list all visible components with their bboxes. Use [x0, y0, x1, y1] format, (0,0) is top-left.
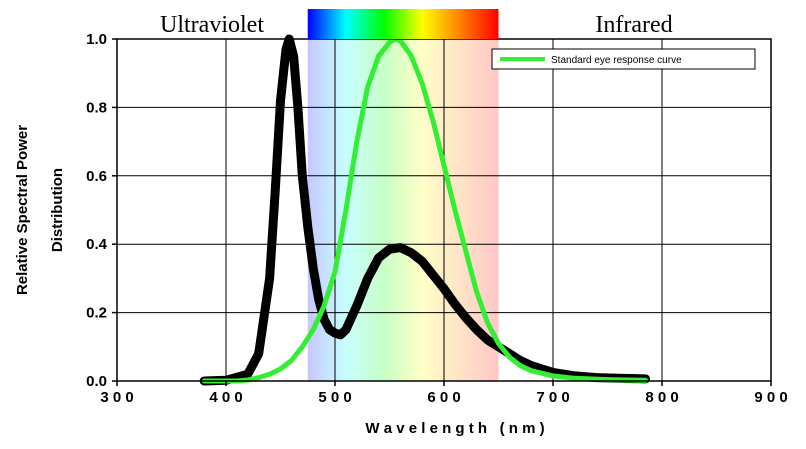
- x-tick-label: 3 0 0: [100, 389, 133, 406]
- x-tick-label: 4 0 0: [209, 389, 242, 406]
- legend: Standard eye response curve: [491, 48, 756, 70]
- legend-label: Standard eye response curve: [551, 55, 682, 66]
- x-tick-label: 8 0 0: [645, 389, 678, 406]
- x-tick-label: 7 0 0: [536, 389, 569, 406]
- y-axis-title: Relative Spectral Power: [14, 125, 31, 295]
- y-tick-label: 0.8: [86, 99, 107, 116]
- y-axis-title-line1: Relative Spectral Power: [14, 125, 31, 295]
- y-axis-title-line2: Distribution: [49, 168, 66, 252]
- x-axis-title: W a v e l e n g t h ( n m ): [365, 420, 544, 437]
- y-tick-label: 0.2: [86, 305, 107, 322]
- infrared-label: Infrared: [595, 12, 672, 38]
- x-tick-label: 9 0 0: [754, 389, 787, 406]
- y-tick-label: 1.0: [86, 31, 107, 48]
- y-ticks: 0.0 0.2 0.4 0.6 0.8 1.0: [86, 31, 117, 390]
- legend-box: [491, 48, 756, 70]
- series-line-spectral-power: [199, 34, 651, 386]
- spectrum-color-bar: [307, 9, 499, 39]
- y-tick-label: 0.6: [86, 168, 107, 185]
- y-axis-title-2: Distribution: [49, 168, 66, 252]
- y-tick-label: 0.0: [86, 373, 107, 390]
- series-layer: [199, 34, 651, 386]
- series-line-eye-response: [201, 36, 649, 384]
- x-ticks: 3 0 0 4 0 0 5 0 0 6 0 0 7 0 0 8 0 0 9 0 0: [100, 381, 788, 406]
- ultraviolet-label: Ultraviolet: [160, 12, 264, 38]
- y-tick-label: 0.4: [86, 236, 108, 253]
- x-tick-label: 6 0 0: [427, 389, 460, 406]
- x-tick-label: 5 0 0: [318, 389, 351, 406]
